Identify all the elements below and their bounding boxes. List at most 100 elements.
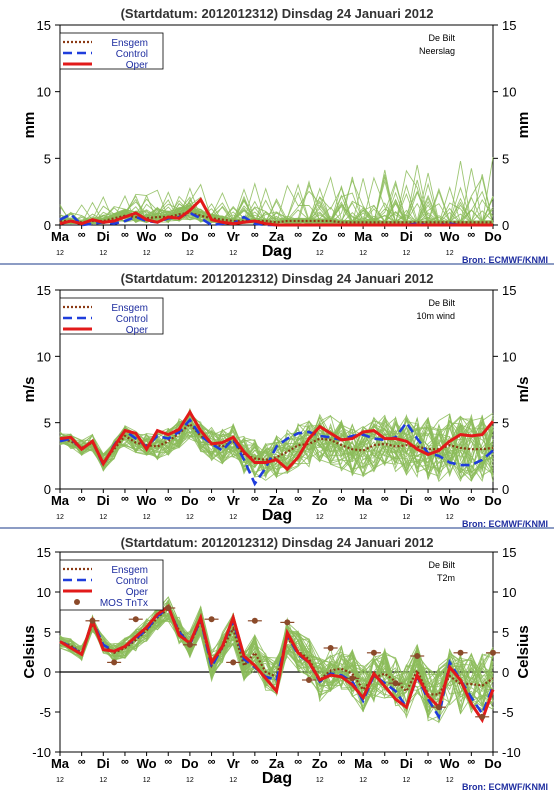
x-tick-sublabel: 12: [99, 777, 107, 784]
y-axis-title-right: mm: [515, 112, 532, 139]
x-tick-sublabel: 12: [143, 514, 151, 521]
legend-label: Control: [116, 49, 148, 60]
y-axis-title-right: Celsius: [515, 625, 532, 678]
x-tick-sublabel: 12: [446, 514, 454, 521]
x-tick-label: ∞: [294, 756, 302, 768]
x-tick-sublabel: 12: [99, 514, 107, 521]
legend-label: Control: [116, 576, 148, 587]
y-tick-label-right: 0: [502, 482, 509, 497]
variable-label: T2m: [437, 573, 455, 583]
mos-point: [490, 650, 496, 656]
x-tick-label: ∞: [294, 493, 302, 505]
y-tick-label-right: 5: [502, 625, 509, 640]
y-tick-label-left: 0: [44, 218, 51, 233]
y-tick-label-left: 5: [44, 625, 51, 640]
y-tick-label-left: -10: [32, 745, 51, 760]
x-tick-label: Wo: [137, 493, 157, 508]
x-tick-sublabel: 12: [316, 250, 324, 257]
x-tick-label: Zo: [312, 756, 328, 771]
x-tick-sublabel: 12: [229, 250, 237, 257]
legend-label: Control: [116, 314, 148, 325]
y-tick-label-left: 0: [44, 482, 51, 497]
y-tick-label-left: 10: [37, 85, 51, 100]
x-tick-label: Vr: [227, 756, 240, 771]
x-tick-label: Di: [400, 493, 413, 508]
x-tick-sublabel: 12: [403, 514, 411, 521]
x-tick-sublabel: 12: [446, 250, 454, 257]
x-tick-label: ∞: [208, 229, 216, 241]
mos-point: [371, 650, 377, 656]
x-tick-label: ∞: [467, 493, 475, 505]
x-tick-label: Zo: [312, 229, 328, 244]
x-tick-label: ∞: [251, 229, 259, 241]
x-tick-label: Vr: [227, 493, 240, 508]
x-tick-sublabel: 12: [56, 250, 64, 257]
x-tick-sublabel: 12: [56, 514, 64, 521]
x-tick-sublabel: 12: [143, 250, 151, 257]
y-tick-label-right: 0: [502, 665, 509, 680]
x-tick-label: Zo: [312, 493, 328, 508]
mos-point: [306, 677, 312, 683]
legend-swatch-mos: [74, 599, 80, 605]
mos-point: [393, 680, 399, 686]
station-label: De Bilt: [428, 560, 455, 570]
x-tick-sublabel: 12: [229, 777, 237, 784]
x-tick-sublabel: 12: [403, 777, 411, 784]
chart-title: (Startdatum: 2012012312) Dinsdag 24 Janu…: [121, 535, 434, 550]
mos-point: [436, 704, 442, 710]
x-tick-label: Wo: [137, 229, 157, 244]
x-tick-sublabel: 12: [316, 514, 324, 521]
x-tick-label: ∞: [424, 756, 432, 768]
x-tick-sublabel: 12: [359, 777, 367, 784]
x-tick-label: ∞: [381, 756, 389, 768]
x-tick-label: Ma: [51, 493, 70, 508]
x-tick-label: ∞: [251, 493, 259, 505]
mos-point: [458, 650, 464, 656]
y-axis-title-right: m/s: [515, 377, 532, 403]
y-tick-label-left: 0: [44, 665, 51, 680]
x-tick-label: ∞: [121, 493, 129, 505]
y-tick-label-right: 10: [502, 349, 516, 364]
x-tick-label: Za: [269, 756, 285, 771]
x-tick-sublabel: 12: [143, 777, 151, 784]
variable-label: 10m wind: [416, 311, 455, 321]
mos-point: [230, 659, 236, 665]
legend-label: Ensgem: [111, 38, 148, 49]
x-tick-sublabel: 12: [359, 514, 367, 521]
x-tick-label: ∞: [294, 229, 302, 241]
x-tick-sublabel: 12: [99, 250, 107, 257]
x-tick-label: ∞: [121, 756, 129, 768]
station-label: De Bilt: [428, 298, 455, 308]
x-tick-sublabel: 12: [446, 777, 454, 784]
y-tick-label-right: 5: [502, 151, 509, 166]
x-tick-label: Ma: [354, 229, 373, 244]
x-tick-label: ∞: [424, 493, 432, 505]
mos-point: [328, 645, 334, 651]
legend-label: Oper: [126, 587, 149, 598]
x-tick-label: Di: [400, 756, 413, 771]
legend-label: Ensgem: [111, 303, 148, 314]
panel-temperature: (Startdatum: 2012012312) Dinsdag 24 Janu…: [21, 535, 548, 792]
x-tick-label: ∞: [208, 493, 216, 505]
legend-label: MOS TnTx: [100, 598, 148, 609]
source-label: Bron: ECMWF/KNMI: [462, 782, 548, 792]
panel-precipitation: (Startdatum: 2012012312) Dinsdag 24 Janu…: [21, 6, 548, 265]
x-tick-label: ∞: [338, 493, 346, 505]
x-tick-label: Ma: [354, 493, 373, 508]
x-tick-label: Ma: [354, 756, 373, 771]
x-tick-label: Za: [269, 229, 285, 244]
x-tick-label: Di: [97, 493, 110, 508]
y-tick-label-right: 10: [502, 85, 516, 100]
x-tick-label: Ma: [51, 756, 70, 771]
y-tick-label-left: 15: [37, 545, 51, 560]
mos-point: [284, 619, 290, 625]
y-tick-label-left: 10: [37, 585, 51, 600]
y-tick-label-left: -5: [39, 705, 51, 720]
x-tick-sublabel: 12: [403, 250, 411, 257]
y-tick-label-right: -5: [502, 705, 514, 720]
mos-point: [209, 616, 215, 622]
x-tick-label: ∞: [78, 229, 86, 241]
chart-title: (Startdatum: 2012012312) Dinsdag 24 Janu…: [121, 6, 434, 21]
mos-point: [133, 616, 139, 622]
